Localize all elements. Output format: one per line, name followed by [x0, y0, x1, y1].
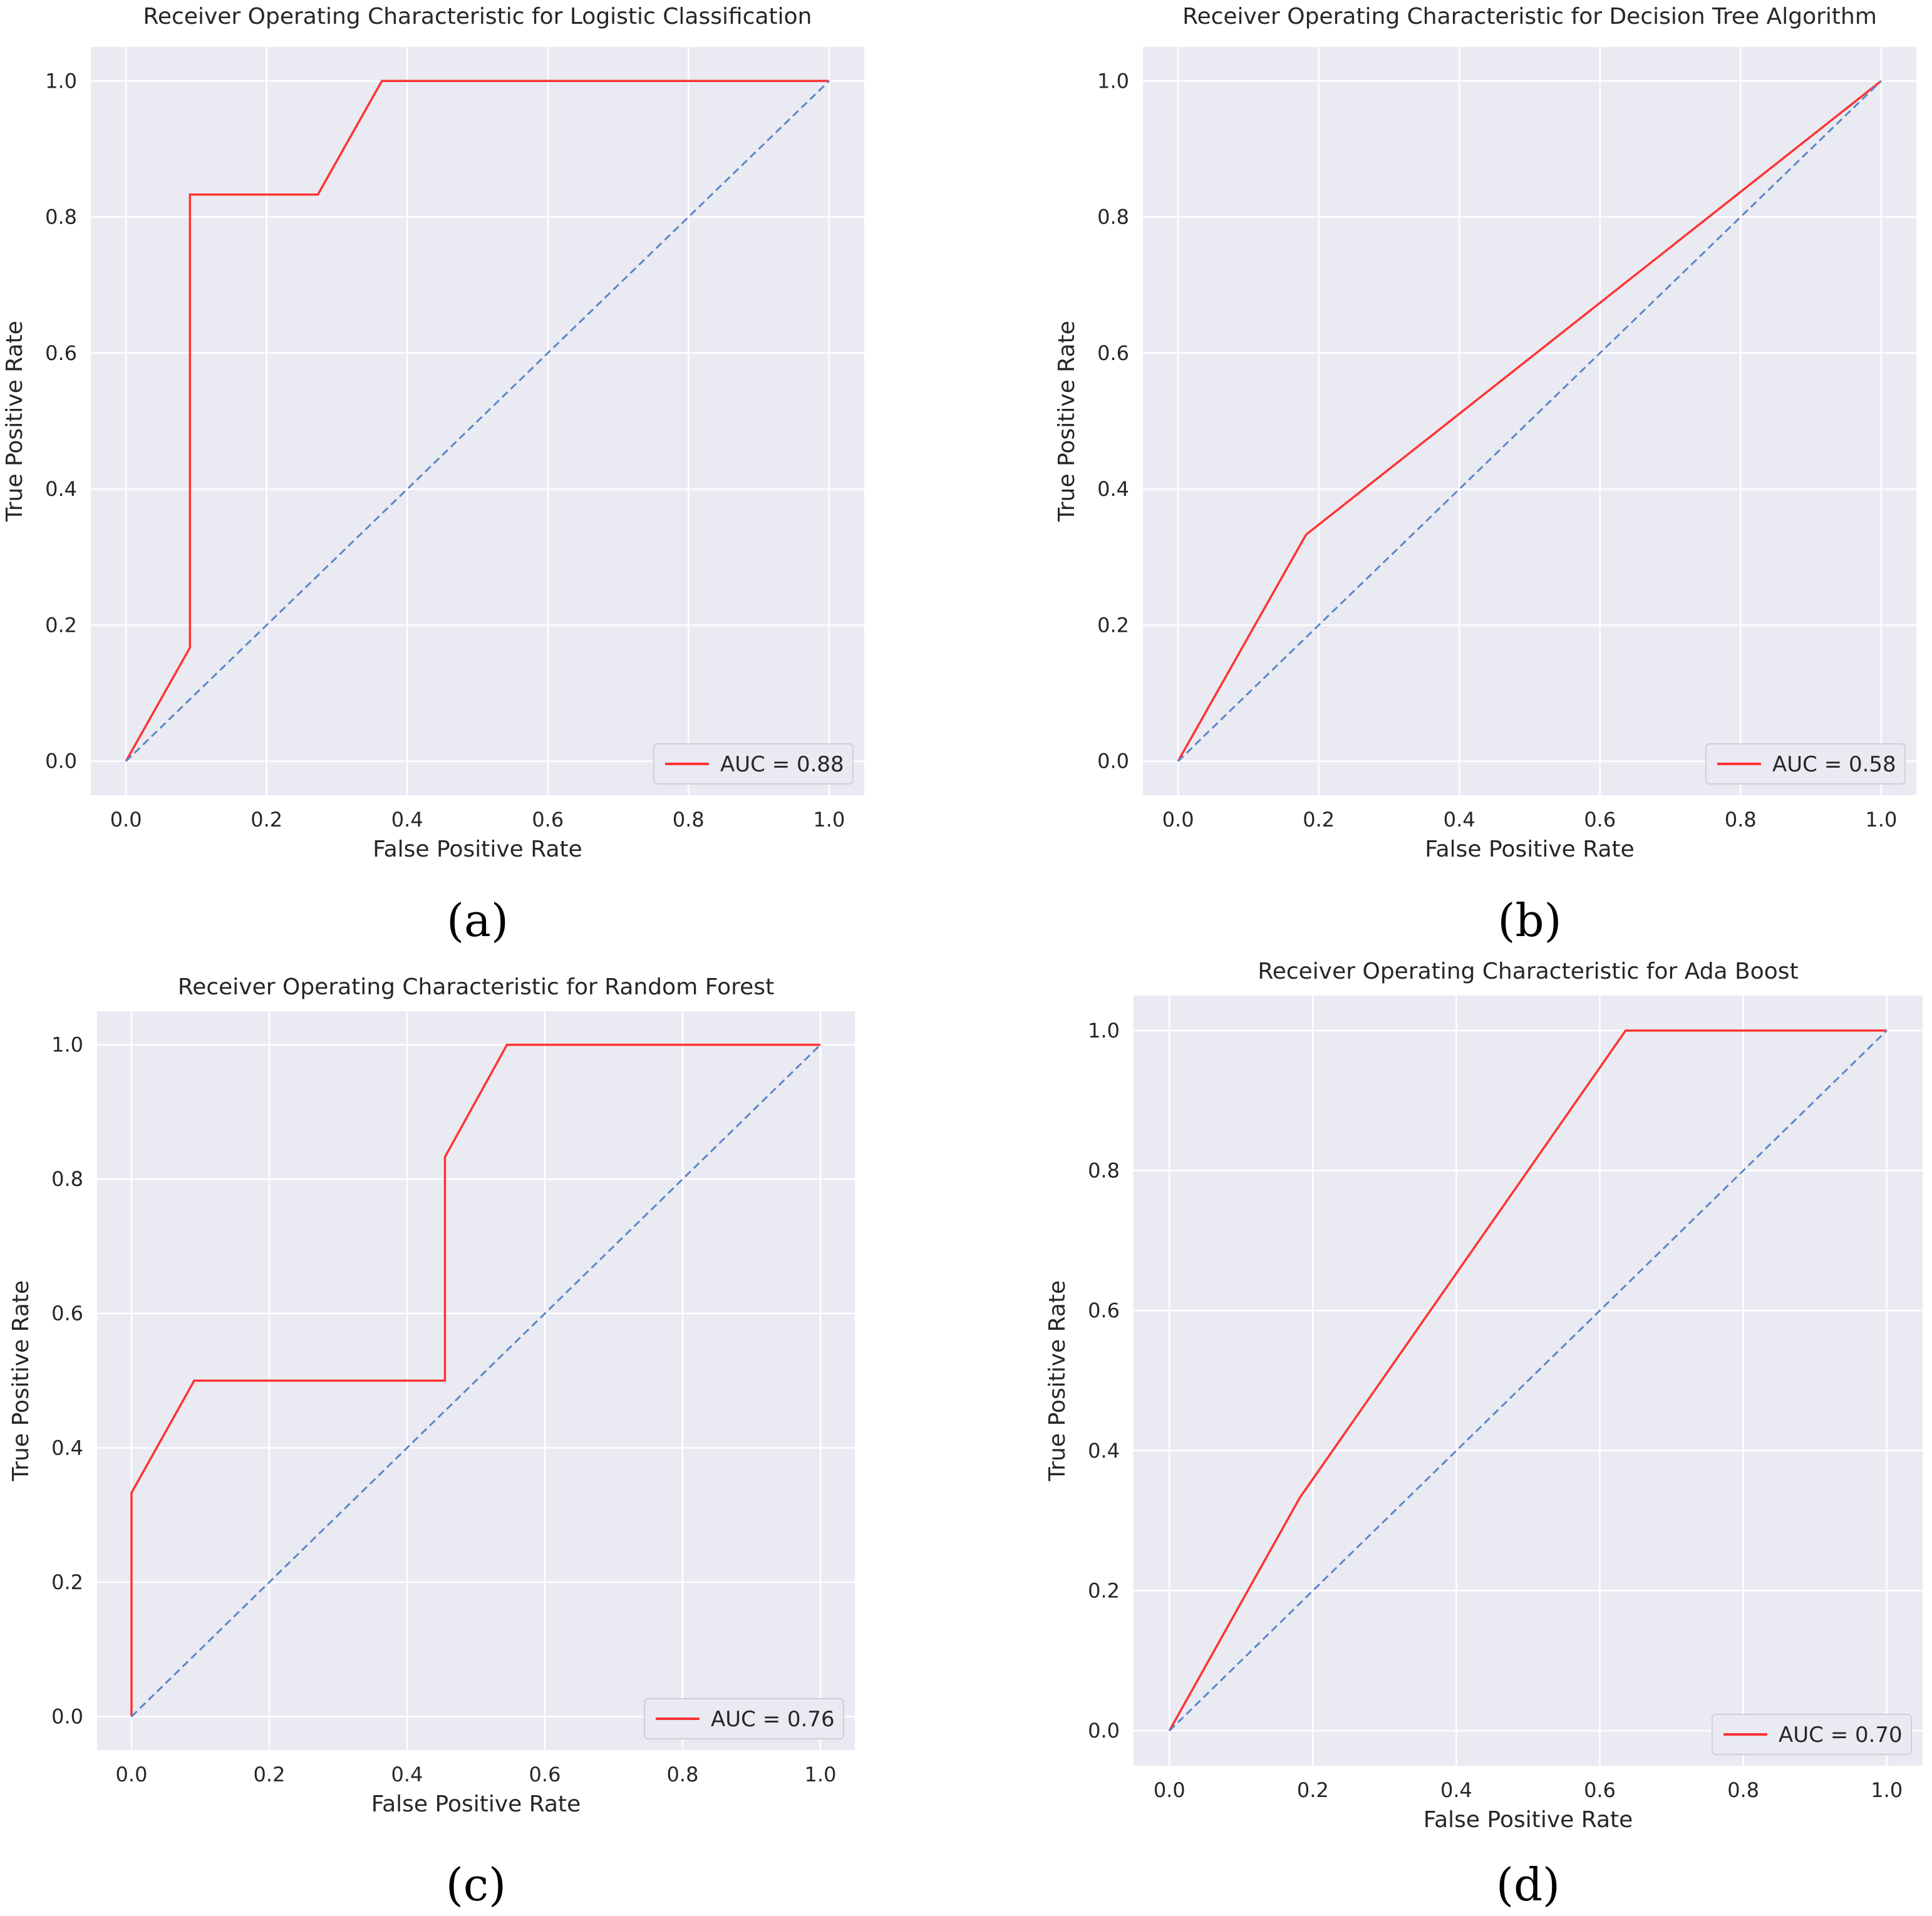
- legend-box: [653, 743, 854, 785]
- y-tick-label: 0.8: [51, 1167, 83, 1191]
- y-tick-label: 0.8: [45, 205, 77, 229]
- x-tick-label: 0.4: [1440, 1778, 1472, 1802]
- roc-panel-c: 0.0 0.2 0.4 0.6 0.8 1.0 0.0 0.2 0.4 0.6 0.8 1.0 Rece…: [8, 974, 855, 1911]
- y-axis-label: True Positive Rate: [2, 321, 28, 522]
- x-tick-label: 0.4: [1444, 808, 1475, 832]
- y-tick-label: 0.4: [1088, 1439, 1120, 1463]
- chance-diagonal-line: [125, 80, 830, 762]
- legend-label: AUC = 0.88: [720, 752, 844, 777]
- chance-diagonal-line: [130, 1044, 822, 1718]
- x-tick-label: 0.6: [532, 808, 564, 832]
- roc-curve-line: [125, 80, 829, 762]
- y-tick-label: 0.4: [51, 1436, 83, 1460]
- y-axis-label: True Positive Rate: [8, 1280, 34, 1482]
- y-axis-label: True Positive Rate: [1045, 1280, 1070, 1482]
- y-tick-label: 1.0: [1088, 1019, 1120, 1043]
- y-tick-label: 1.0: [51, 1033, 83, 1057]
- legend-box: [644, 1698, 844, 1739]
- x-tick-label: 0.2: [251, 808, 282, 832]
- x-tick-label: 1.0: [813, 808, 845, 832]
- panel-letter: (d): [1496, 1858, 1560, 1911]
- legend-label: AUC = 0.58: [1772, 752, 1896, 777]
- x-tick-label: 1.0: [805, 1763, 837, 1786]
- x-tick-label: 0.8: [1725, 808, 1757, 832]
- y-tick-label: 0.2: [1097, 613, 1129, 637]
- y-tick-label: 0.8: [1088, 1159, 1120, 1183]
- roc-curve-line: [130, 1043, 820, 1717]
- y-tick-label: 0.4: [45, 477, 77, 501]
- x-tick-label: 0.8: [667, 1763, 699, 1786]
- y-tick-label: 0.6: [45, 341, 77, 365]
- y-axis-label: True Positive Rate: [1054, 321, 1080, 522]
- x-tick-label: 0.6: [1584, 1778, 1616, 1802]
- y-tick-label: 1.0: [45, 69, 77, 93]
- x-tick-label: 0.6: [1584, 808, 1616, 832]
- roc-curve-line: [1168, 1029, 1887, 1731]
- x-axis-label: False Positive Rate: [371, 1791, 581, 1817]
- x-axis-label: False Positive Rate: [1423, 1807, 1633, 1833]
- x-tick-label: 1.0: [1871, 1778, 1903, 1802]
- legend-label: AUC = 0.70: [1779, 1723, 1903, 1748]
- roc-panel-d: 0.0 0.2 0.4 0.6 0.8 1.0 0.0 0.2 0.4 0.6 0.8 1.0 Rece…: [1045, 959, 1923, 1911]
- panel-letter: (b): [1497, 894, 1561, 947]
- x-tick-label: 0.0: [1162, 808, 1194, 832]
- x-tick-label: 0.4: [391, 1763, 423, 1786]
- x-axis-label: False Positive Rate: [1425, 837, 1635, 862]
- x-axis-label: False Positive Rate: [373, 837, 582, 862]
- y-tick-label: 0.6: [51, 1302, 83, 1326]
- roc-panel-a: 0.0 0.2 0.4 0.6 0.8 1.0 0.0 0.2 0.4 0.6 0.8 1.0 Rece…: [2, 4, 864, 947]
- x-tick-label: 0.8: [673, 808, 705, 832]
- legend: AUC = 0.70: [1712, 1714, 1912, 1755]
- y-tick-label: 0.2: [45, 613, 77, 637]
- legend: AUC = 0.58: [1705, 743, 1906, 785]
- y-tick-label: 0.2: [51, 1570, 83, 1594]
- panel-letter: (c): [446, 1858, 507, 1911]
- legend-box: [1712, 1714, 1912, 1755]
- y-tick-label: 0.8: [1097, 205, 1129, 229]
- x-tick-label: 0.2: [254, 1763, 286, 1786]
- legend: AUC = 0.76: [644, 1698, 844, 1739]
- x-tick-label: 1.0: [1865, 808, 1897, 832]
- y-tick-label: 0.6: [1088, 1299, 1120, 1322]
- legend-label: AUC = 0.76: [711, 1707, 835, 1732]
- chart-title: Receiver Operating Characteristic for Ra…: [178, 974, 774, 1000]
- y-tick-label: 0.4: [1097, 477, 1129, 501]
- roc-curve-line: [1177, 80, 1882, 762]
- x-tick-label: 0.0: [116, 1763, 148, 1786]
- chart-title: Receiver Operating Characteristic for Ad…: [1258, 959, 1798, 984]
- chance-diagonal-line: [1177, 80, 1882, 762]
- y-tick-label: 0.0: [1088, 1719, 1120, 1743]
- y-tick-label: 0.2: [1088, 1579, 1120, 1602]
- x-tick-label: 0.4: [391, 808, 423, 832]
- roc-panel-b: 0.0 0.2 0.4 0.6 0.8 1.0 0.0 0.2 0.4 0.6 0.8 1.0 Rece…: [1054, 4, 1916, 947]
- legend-box: [1705, 743, 1906, 785]
- y-tick-label: 0.0: [45, 749, 77, 773]
- chart-title: Receiver Operating Characteristic for De…: [1182, 4, 1877, 29]
- x-tick-label: 0.2: [1303, 808, 1335, 832]
- x-tick-label: 0.8: [1727, 1778, 1759, 1802]
- y-tick-label: 0.0: [51, 1704, 83, 1728]
- y-tick-label: 0.0: [1097, 749, 1129, 773]
- y-tick-label: 1.0: [1097, 69, 1129, 93]
- chart-title: Receiver Operating Characteristic for Lo…: [143, 4, 812, 29]
- y-tick-label: 0.6: [1097, 341, 1129, 365]
- x-tick-label: 0.6: [529, 1763, 561, 1786]
- x-tick-label: 0.0: [110, 808, 142, 832]
- chance-diagonal-line: [1169, 1029, 1888, 1732]
- panel-letter: (a): [447, 894, 509, 947]
- x-tick-label: 0.0: [1154, 1778, 1186, 1802]
- x-tick-label: 0.2: [1297, 1778, 1329, 1802]
- legend: AUC = 0.88: [653, 743, 854, 785]
